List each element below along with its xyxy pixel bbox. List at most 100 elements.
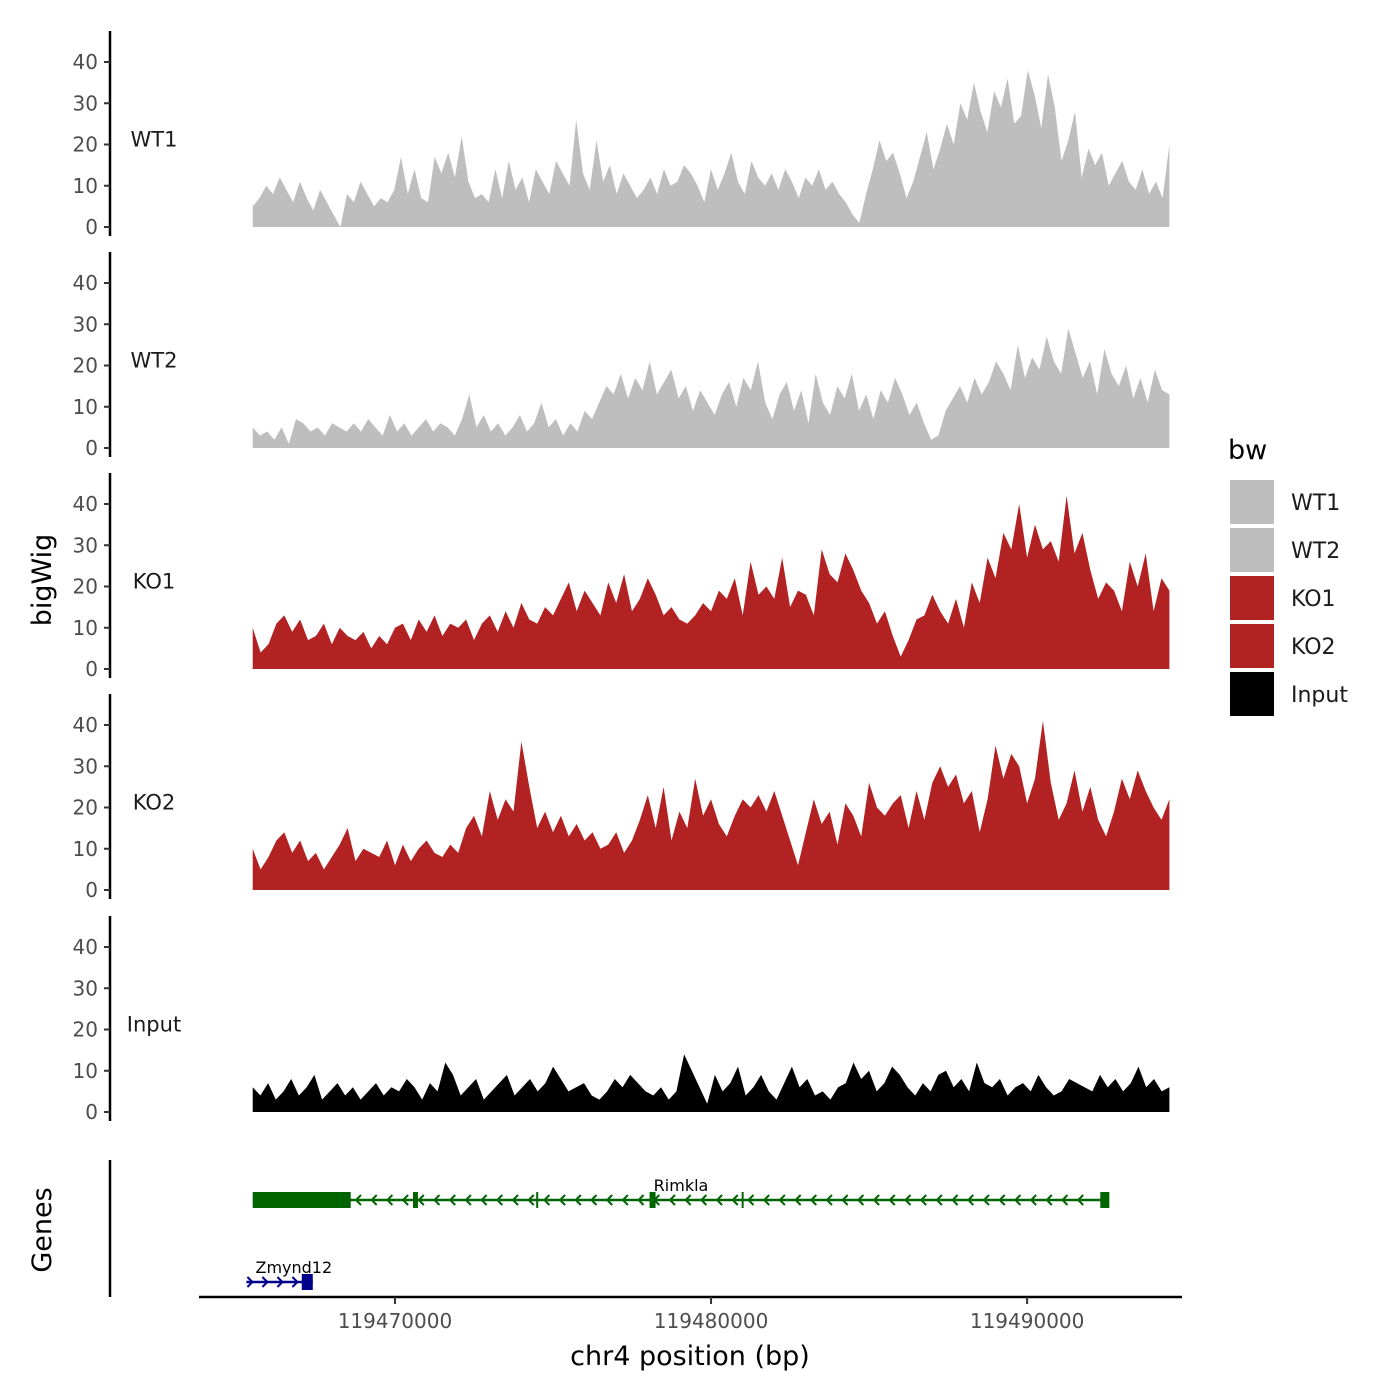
strand-arrow [276,1276,284,1288]
strand-arrow [370,1194,378,1206]
strand-arrow [448,1194,456,1206]
legend-title: bw [1228,435,1267,466]
y-axis-title: bigWig [27,534,58,627]
legend-key-input [1230,672,1274,716]
strand-arrow [480,1194,488,1206]
exon [301,1274,313,1290]
genes-axis-title: Genes [27,1187,58,1272]
strand-arrow [778,1194,786,1206]
y-tick-label: 30 [73,533,98,557]
legend-label-input: Input [1291,683,1348,708]
y-tick-label: 40 [73,492,98,516]
y-tick-label: 40 [73,713,98,737]
y-tick-label: 20 [73,133,98,157]
y-tick-label: 20 [73,354,98,378]
area-ko2 [252,720,1170,890]
strand-arrow [542,1194,551,1206]
strand-arrow [872,1194,880,1206]
strand-arrow [574,1194,582,1206]
strand-arrow [605,1194,613,1206]
legend-label-ko1: KO1 [1291,587,1336,612]
x-tick-label: 119490000 [970,1309,1085,1333]
track-label-input: Input [127,1012,181,1036]
legend-label-wt1: WT1 [1291,491,1340,516]
gene-zmynd12: Zmynd12 [246,1258,332,1290]
legend-key-ko2 [1230,624,1274,668]
y-tick-label: 40 [73,50,98,74]
strand-arrow [511,1194,519,1206]
x-tick-label: 119470000 [338,1309,453,1333]
strand-arrow [809,1194,818,1206]
exon [252,1192,351,1208]
y-tick-label: 30 [73,976,98,1000]
track-label-ko1: KO1 [133,569,176,593]
strand-arrow [621,1194,629,1206]
strand-arrow [966,1194,975,1206]
strand-arrow [731,1194,739,1206]
legend-label-ko2: KO2 [1291,635,1336,660]
y-tick-label: 40 [73,271,98,295]
strand-arrow [982,1194,990,1206]
strand-arrow [1076,1194,1084,1206]
y-tick-label: 20 [73,1018,98,1042]
strand-arrow [495,1194,504,1206]
y-tick-label: 0 [85,215,98,239]
y-tick-label: 10 [73,837,98,861]
strand-arrow [715,1194,723,1206]
track-label-wt1: WT1 [131,127,178,151]
y-tick-label: 40 [73,935,98,959]
legend-key-ko1 [1230,576,1274,620]
area-wt1 [252,70,1170,227]
track-wt2: 0 10 20 30 40 WT2 [73,252,1170,460]
area-wt2 [252,328,1170,448]
y-tick-label: 30 [73,312,98,336]
area-input [252,1054,1170,1112]
strand-arrow [354,1194,362,1206]
exon [1100,1192,1110,1208]
y-tick-label: 10 [73,395,98,419]
area-ko1 [252,495,1170,669]
exon [649,1192,656,1208]
track-label-ko2: KO2 [133,790,176,814]
y-tick-label: 30 [73,754,98,778]
strand-arrow [1045,1194,1053,1206]
strand-arrow [527,1194,535,1206]
track-input: 0 10 20 30 40 Input [73,916,1170,1124]
strand-arrow [417,1194,425,1206]
strand-arrow [794,1194,802,1206]
track-ko2: 0 10 20 30 40 KO2 [73,694,1170,902]
gene-rimkla: Rimkla [252,1176,1110,1208]
strand-arrow [261,1276,269,1288]
strand-arrow [684,1194,692,1206]
y-tick-label: 0 [85,657,98,681]
y-tick-label: 0 [85,1100,98,1124]
x-tick-label: 119480000 [654,1309,769,1333]
strand-arrow [935,1194,943,1206]
legend-key-wt1 [1230,480,1274,524]
y-tick-label: 0 [85,436,98,460]
strand-arrow [888,1194,896,1206]
gene-track: Rimkla Zmynd12 [108,1160,1110,1297]
legend-key-wt2 [1230,528,1274,572]
track-ko1: 0 10 20 30 40 KO1 [73,473,1170,681]
y-tick-label: 20 [73,575,98,599]
strand-arrow [856,1194,865,1206]
strand-arrow [841,1194,849,1206]
strand-arrow [246,1276,254,1288]
strand-arrow [1013,1194,1022,1206]
y-tick-label: 20 [73,796,98,820]
x-axis-title: chr4 position (bp) [570,1341,810,1372]
legend: bw WT1 WT2 KO1 KO2 Input [1228,435,1348,716]
strand-arrow [464,1194,472,1206]
track-wt1: 0 10 20 30 40 WT1 [73,31,1170,239]
strand-arrow [558,1194,566,1206]
strand-arrow [668,1194,676,1206]
strand-arrow [998,1194,1006,1206]
y-tick-label: 10 [73,616,98,640]
strand-arrow [919,1194,927,1206]
x-axis: 119470000 119480000 119490000 [199,1295,1182,1333]
strand-arrow [904,1194,912,1206]
gene-label-zmynd12: Zmynd12 [255,1258,332,1277]
strand-arrow [825,1194,833,1206]
